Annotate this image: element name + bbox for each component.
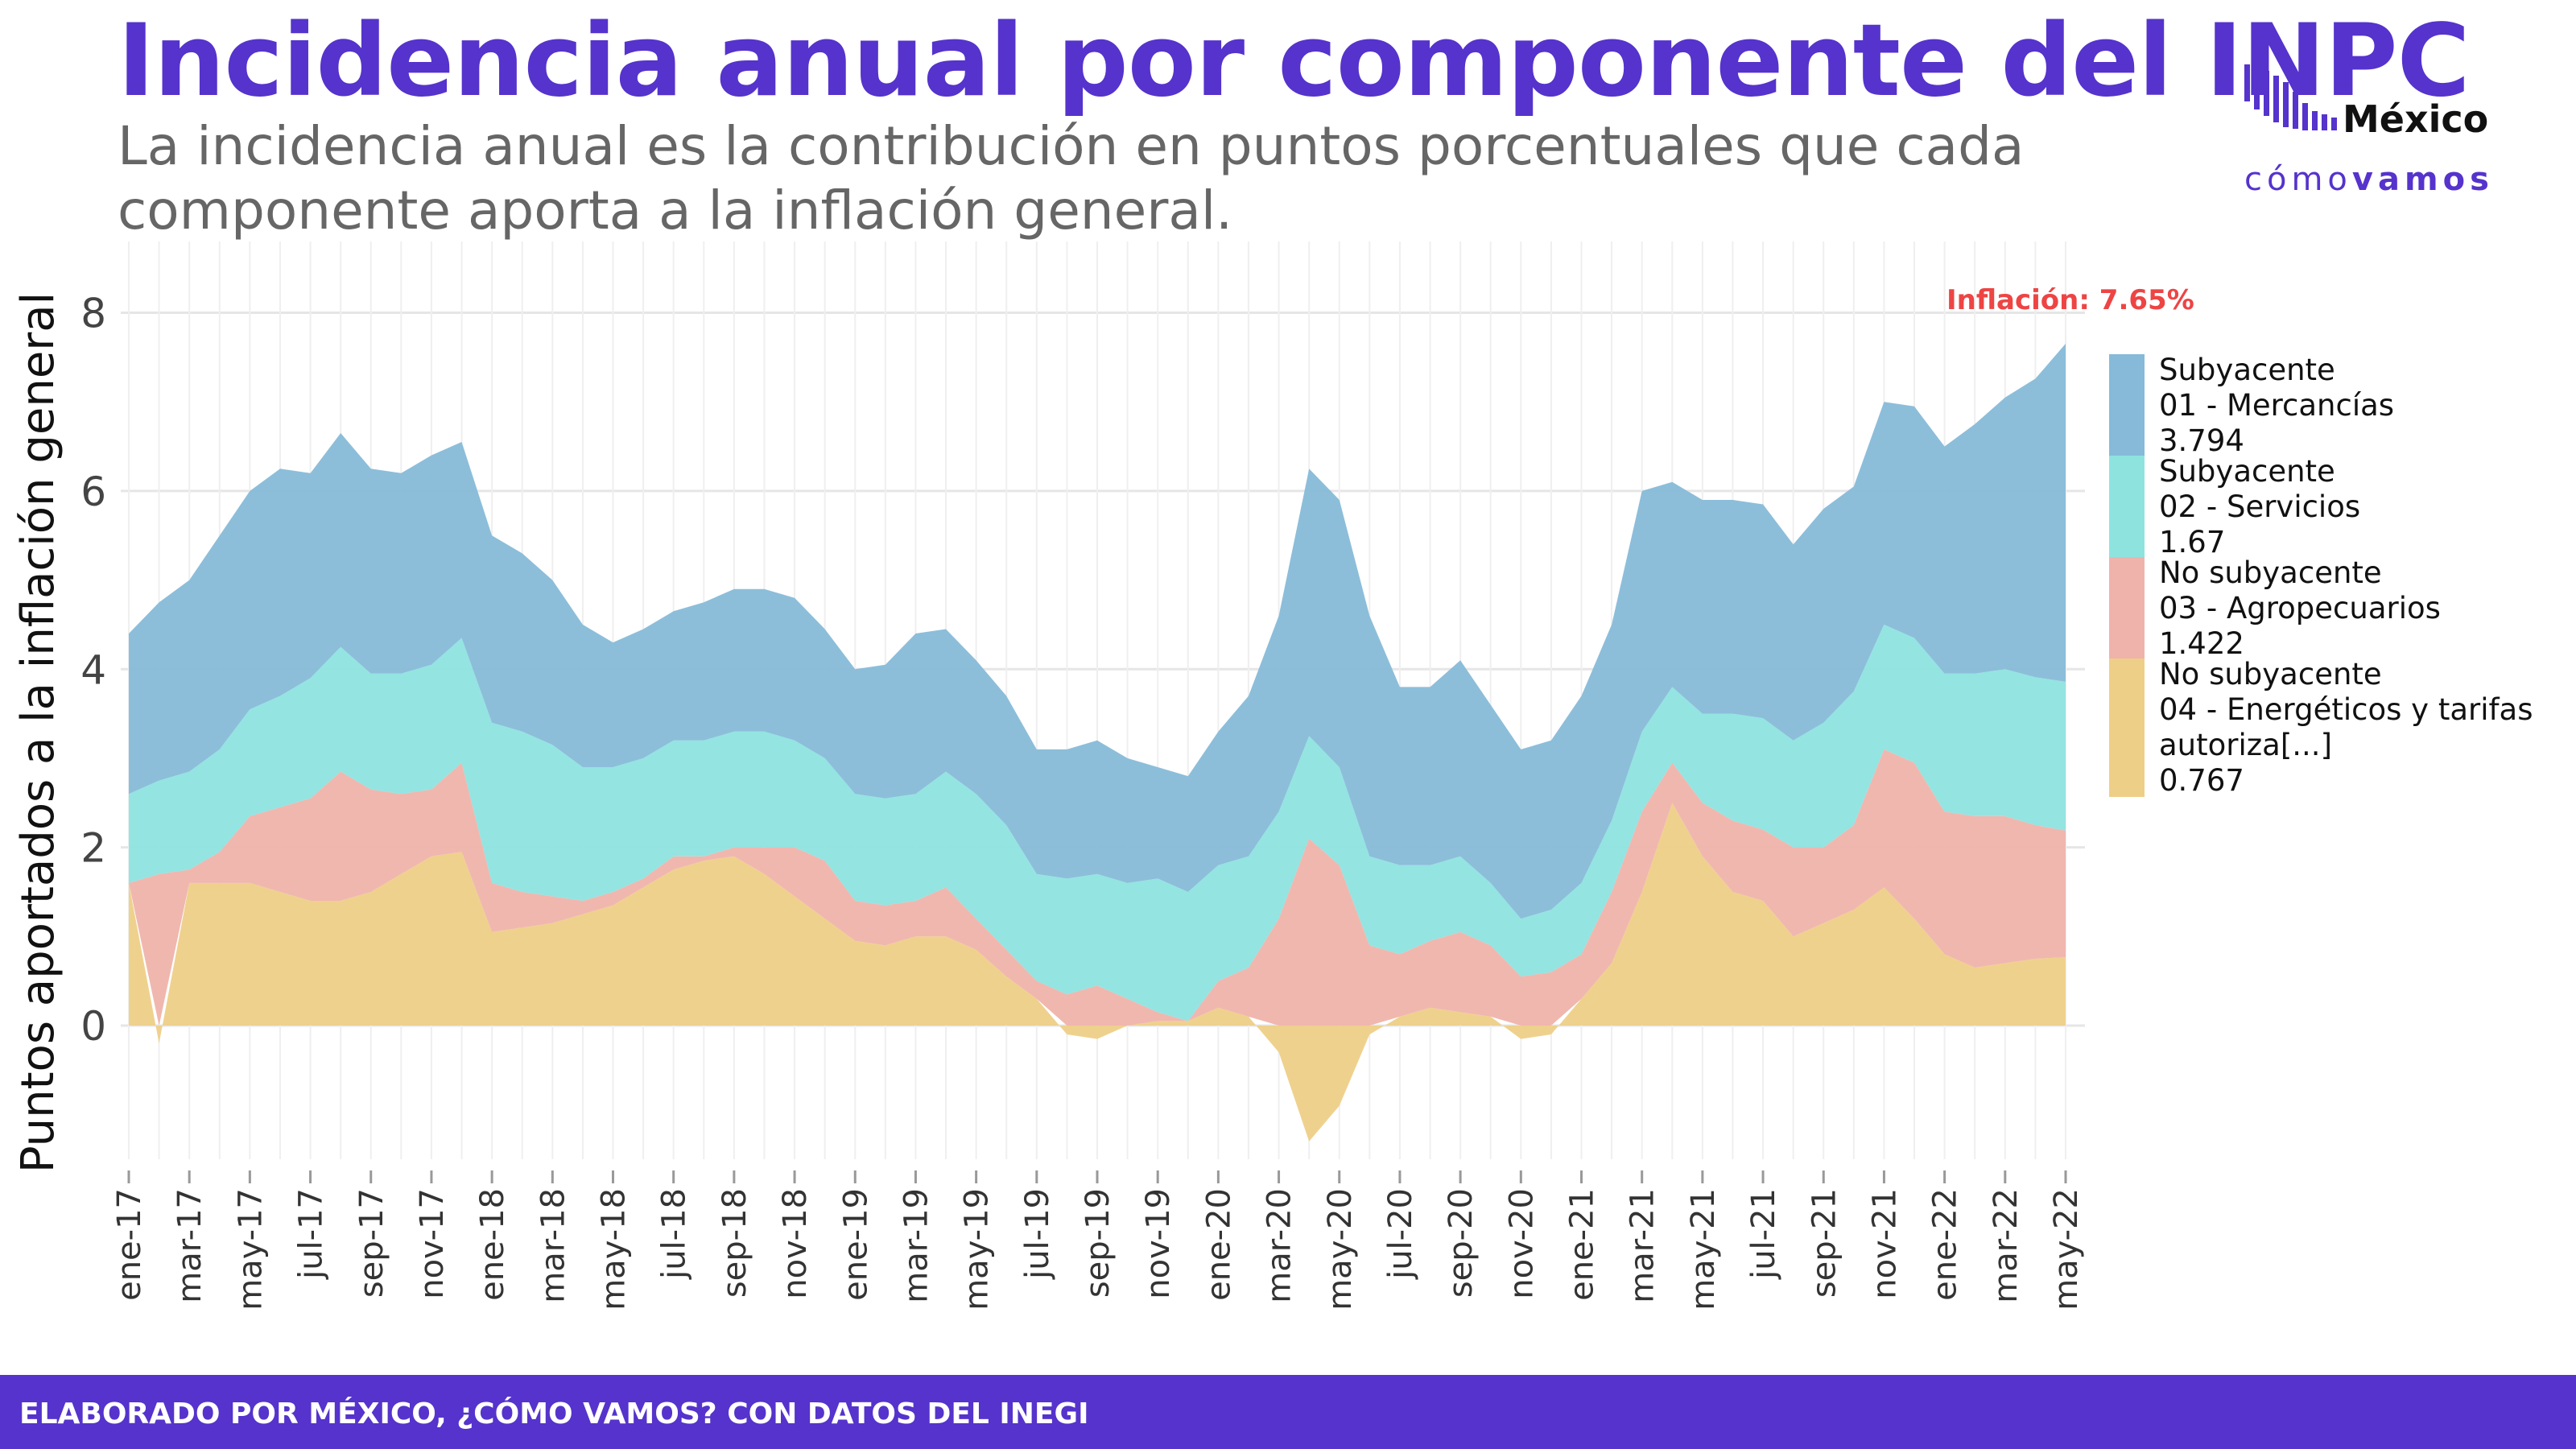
logo-name: México	[2343, 97, 2488, 141]
x-tick-label: jul-19	[1019, 1188, 1056, 1280]
legend-swatch	[2109, 354, 2145, 456]
y-tick-label: 8	[80, 291, 106, 337]
legend-entry-text: 01 - Mercancías	[2159, 388, 2394, 423]
x-tick-label: may-19	[959, 1188, 996, 1311]
x-tick-label: jul-18	[656, 1188, 693, 1280]
legend-entry-text: No subyacente	[2159, 555, 2382, 590]
x-tick-label: mar-17	[171, 1188, 208, 1303]
y-tick-label: 4	[80, 646, 106, 693]
stacked-areas	[129, 343, 2066, 1141]
x-tick-label: may-18	[596, 1188, 633, 1311]
chart-subtitle: La incidencia anual es la contribución e…	[118, 115, 2025, 242]
y-tick-label: 0	[80, 1003, 106, 1050]
legend-swatch	[2109, 456, 2145, 557]
x-tick-label: sep-19	[1080, 1188, 1117, 1298]
legend-entry-text: Subyacente	[2159, 353, 2335, 387]
footer-credit: ELABORADO POR MÉXICO, ¿CÓMO VAMOS? CON D…	[19, 1397, 1089, 1430]
x-tick-label: nov-17	[414, 1188, 451, 1299]
y-axis-title: Puntos aportados a la inflación general	[12, 292, 64, 1173]
x-tick-label: sep-17	[353, 1188, 390, 1298]
legend-entry-text: 1.422	[2159, 626, 2244, 661]
series-area	[129, 624, 2066, 1022]
x-tick-label: ene-19	[837, 1188, 874, 1301]
x-tick-label: nov-21	[1866, 1188, 1903, 1299]
x-tick-label: ene-17	[111, 1188, 148, 1301]
legend-entry-text: 02 - Servicios	[2159, 489, 2360, 524]
x-tick-label: jul-20	[1382, 1188, 1419, 1280]
x-tick-label: mar-18	[535, 1188, 572, 1303]
x-tick-label: may-22	[2048, 1188, 2085, 1311]
x-tick-label: nov-19	[1140, 1188, 1177, 1299]
legend-entry-text: 0.767	[2159, 763, 2244, 798]
chart-title: Incidencia anual por componente del INPC	[118, 3, 2471, 119]
x-tick-label: mar-21	[1624, 1188, 1662, 1303]
legend-entry-text: 3.794	[2159, 423, 2244, 458]
x-tick-label: nov-20	[1503, 1188, 1540, 1299]
y-tick-label: 2	[80, 825, 106, 872]
y-tick-label: 6	[80, 469, 106, 515]
x-tick-label: may-20	[1322, 1188, 1359, 1311]
logo-bars-icon	[2244, 64, 2337, 130]
series-area	[129, 343, 2066, 919]
x-tick-label: jul-17	[293, 1188, 330, 1280]
area-chart: 0 2 4 6 8 ene-17 mar-17 may-17 jul-17 sep-17 nov-…	[12, 242, 2533, 1311]
series-area	[129, 803, 2066, 1141]
x-tick-label: jul-21	[1745, 1188, 1782, 1280]
legend-entry-text: 03 - Agropecuarios	[2159, 591, 2441, 625]
x-tick-label: mar-20	[1261, 1188, 1298, 1303]
x-tick-label: mar-22	[1988, 1188, 2025, 1303]
x-axis: ene-17 mar-17 may-17 jul-17 sep-17 nov-17 ene-…	[111, 1170, 2085, 1311]
x-tick-label: ene-20	[1200, 1188, 1237, 1301]
x-tick-label: may-21	[1685, 1188, 1722, 1311]
x-tick-label: ene-21	[1564, 1188, 1601, 1301]
mexico-como-vamos-logo: México cómovamos	[2244, 64, 2494, 198]
logo-tagline-bold: vamos	[2352, 161, 2494, 198]
legend-swatch	[2109, 658, 2145, 797]
footer-bar: ELABORADO POR MÉXICO, ¿CÓMO VAMOS? CON D…	[0, 1375, 2576, 1449]
x-tick-label: may-17	[232, 1188, 269, 1311]
y-axis: 0 2 4 6 8	[80, 291, 106, 1050]
logo-tagline-light: cómo	[2244, 161, 2352, 198]
legend-entry-text: Subyacente	[2159, 454, 2335, 489]
x-tick-label: mar-19	[898, 1188, 935, 1303]
logo-tagline: cómovamos	[2244, 161, 2494, 198]
x-tick-label: sep-21	[1806, 1188, 1843, 1298]
legend-entry-text: 04 - Energéticos y tarifas	[2159, 692, 2533, 727]
x-tick-label: ene-18	[474, 1188, 511, 1301]
x-tick-label: ene-22	[1927, 1188, 1964, 1301]
x-tick-label: nov-18	[777, 1188, 814, 1299]
x-tick-label: sep-20	[1443, 1188, 1480, 1298]
inflation-annotation: Inflación: 7.65%	[1946, 284, 2194, 316]
legend-entry-text: No subyacente	[2159, 657, 2382, 691]
legend-swatch	[2109, 557, 2145, 658]
legend-entry-text: 1.67	[2159, 525, 2225, 559]
x-tick-label: sep-18	[716, 1188, 753, 1298]
series-area	[129, 749, 2066, 1026]
legend-entry-text: autoriza[...]	[2159, 728, 2332, 762]
